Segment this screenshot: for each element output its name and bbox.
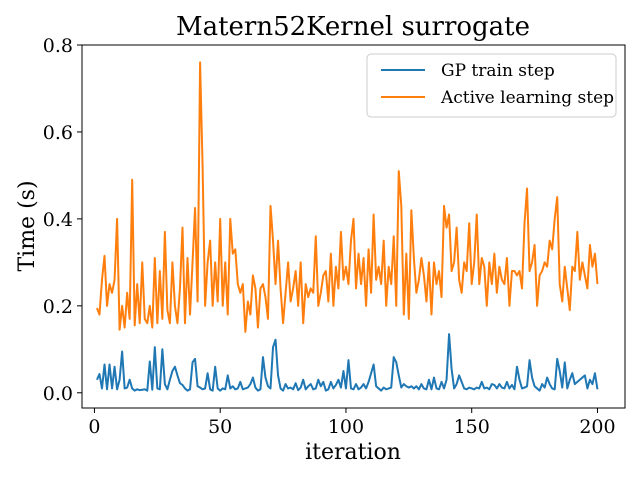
y-tick-label: 0.4 bbox=[43, 209, 73, 231]
series-line-active-learning-step bbox=[96, 61, 599, 333]
legend-label-active-learning-step: Active learning step bbox=[440, 88, 614, 108]
chart-title: Matern52Kernel surrogate bbox=[176, 12, 530, 42]
x-tick-label: 50 bbox=[208, 416, 232, 438]
y-tick-label: 0.2 bbox=[43, 296, 73, 318]
x-tick-label: 200 bbox=[579, 416, 615, 438]
y-tick-label: 0.6 bbox=[43, 122, 73, 144]
plot-frame bbox=[81, 44, 626, 409]
x-axis-label: iteration bbox=[305, 440, 401, 465]
series-line-gp-train-step bbox=[96, 333, 599, 392]
legend-label-gp-train-step: GP train step bbox=[441, 61, 555, 81]
y-axis-label: Time (s) bbox=[15, 180, 40, 271]
legend-box bbox=[366, 53, 617, 118]
y-tick-label: 0.8 bbox=[43, 35, 73, 57]
legend: GP train step Active learning step bbox=[366, 53, 617, 118]
x-tick-label: 100 bbox=[328, 416, 364, 438]
x-tick-label: 0 bbox=[88, 416, 100, 438]
x-tick-label: 150 bbox=[454, 416, 490, 438]
y-tick-label: 0.0 bbox=[43, 383, 73, 405]
